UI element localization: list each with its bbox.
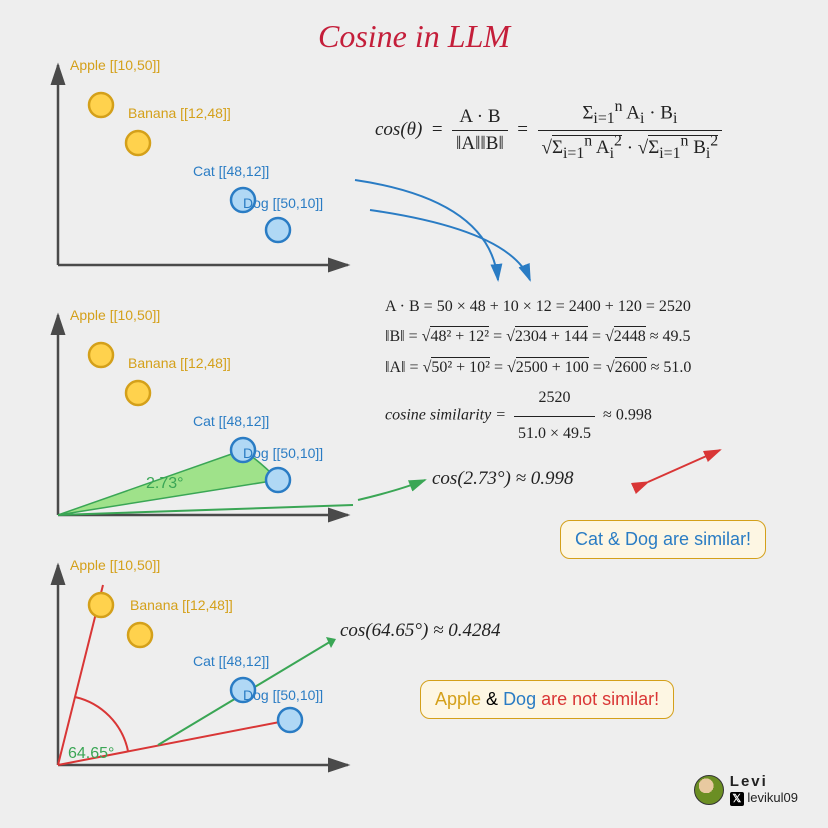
label-cat-1: Cat [[48,12]]	[193, 163, 269, 179]
cos-angle-1: cos(2.73°) ≈ 0.998	[432, 468, 574, 490]
label-apple-3: Apple [[10,50]]	[70, 557, 160, 573]
author-signature: Levi 𝕏 levikul09	[694, 773, 798, 806]
cos-angle-2: cos(64.65°) ≈ 0.4284	[340, 620, 501, 642]
label-cat-2: Cat [[48,12]]	[193, 413, 269, 429]
label-dog-2: Dog [[50,10]]	[243, 445, 323, 461]
angle-1-label: 2.73°	[146, 475, 184, 493]
label-banana-3: Banana [[12,48]]	[130, 597, 233, 613]
calc-normB: ‖B‖ = √48² + 12² = √2304 + 144 = √2448 ≈…	[385, 322, 691, 352]
label-dog-3: Dog [[50,10]]	[243, 687, 323, 703]
formula-cosine: cos(θ) = A · B‖A‖‖B‖ = Σi=1n Ai · Bi√Σi=…	[375, 98, 722, 163]
callout-not-similar: Apple & Dog are not similar!	[420, 680, 674, 719]
angle-2-label: 64.65°	[68, 745, 114, 763]
label-cat-3: Cat [[48,12]]	[193, 653, 269, 669]
chart-3: Apple [[10,50]] Banana [[12,48]] Cat [[4…	[28, 555, 358, 785]
label-banana-1: Banana [[12,48]]	[128, 105, 231, 121]
label-apple-1: Apple [[10,50]]	[70, 57, 160, 73]
chart-1: Apple [[10,50]] Banana [[12,48]] Cat [[4…	[28, 55, 358, 285]
label-apple-2: Apple [[10,50]]	[70, 307, 160, 323]
calc-dot: A · B = 50 × 48 + 10 × 12 = 2400 + 120 =…	[385, 292, 691, 322]
chart-2: Apple [[10,50]] Banana [[12,48]] Cat [[4…	[28, 305, 358, 535]
calc-cosine: cosine similarity = 252051.0 × 49.5 ≈ 0.…	[385, 383, 691, 449]
calc-block: A · B = 50 × 48 + 10 × 12 = 2400 + 120 =…	[385, 292, 691, 449]
calc-normA: ‖A‖ = √50² + 10² = √2500 + 100 = √2600 ≈…	[385, 353, 691, 383]
formula-lhs: cos(θ)	[375, 119, 422, 140]
callout-similar: Cat & Dog are similar!	[560, 520, 766, 559]
avatar-icon	[694, 775, 724, 805]
label-banana-2: Banana [[12,48]]	[128, 355, 231, 371]
x-icon: 𝕏	[730, 792, 744, 806]
page-title: Cosine in LLM	[0, 0, 828, 55]
label-dog-1: Dog [[50,10]]	[243, 195, 323, 211]
